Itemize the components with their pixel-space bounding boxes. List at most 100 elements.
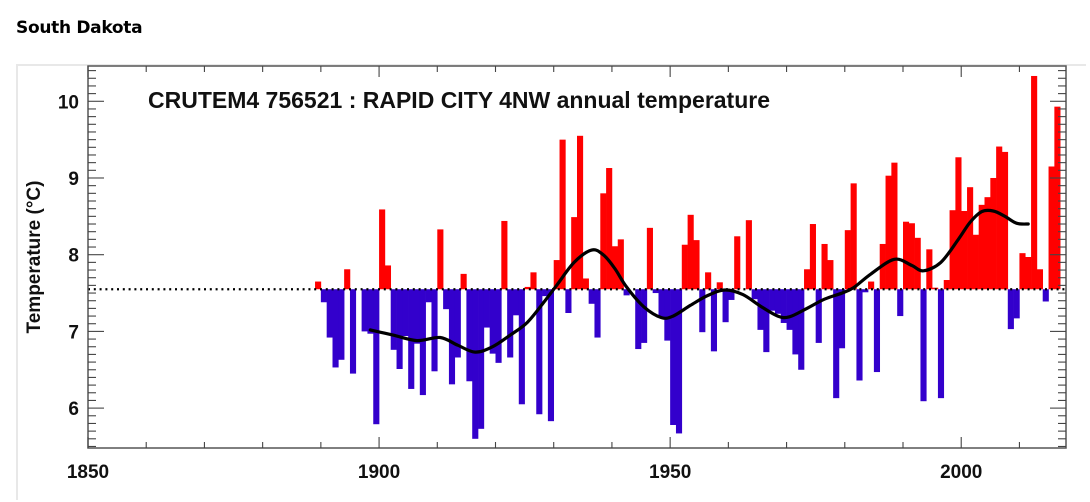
bar-1967: [769, 289, 776, 311]
y-tick-label: 10: [58, 92, 79, 113]
x-tick-label: 1850: [67, 462, 109, 483]
bar-1913: [454, 289, 461, 358]
bar-1906: [414, 289, 421, 344]
bar-1941: [617, 239, 624, 290]
bar-1996: [937, 289, 945, 399]
plot-frame: [87, 65, 1067, 449]
bar-1977: [827, 260, 834, 290]
y-tick-label: 7: [68, 322, 79, 343]
bar-1955: [699, 289, 706, 333]
bars-layer: [315, 75, 1061, 439]
bar-1891: [326, 289, 333, 338]
bar-1956: [705, 272, 712, 290]
bar-1929: [547, 289, 555, 422]
bar-2006: [996, 146, 1003, 290]
bar-1932: [565, 289, 572, 313]
bar-1957: [710, 289, 718, 352]
bar-1928: [542, 289, 549, 297]
bar-1934: [577, 135, 584, 290]
bar-1926: [530, 272, 537, 290]
bar-1911: [443, 289, 450, 310]
bar-1923: [512, 289, 520, 316]
bar-1968: [774, 289, 782, 314]
bar-1908: [425, 289, 432, 303]
bar-1992: [914, 237, 921, 290]
bar-1916: [472, 289, 479, 439]
bar-1900: [379, 209, 386, 290]
bar-1942: [623, 289, 630, 296]
bar-1985: [873, 289, 881, 373]
bar-1890: [320, 289, 327, 303]
bar-2015: [1048, 166, 1055, 290]
bar-1988: [891, 162, 898, 290]
bar-1925: [524, 286, 531, 290]
bar-1947: [652, 289, 659, 294]
bar-1971: [792, 289, 799, 355]
bar-1958: [716, 282, 723, 290]
bar-1987: [885, 175, 892, 290]
bar-2007: [1001, 151, 1009, 290]
bar-2008: [1007, 289, 1014, 330]
bar-1931: [559, 139, 566, 290]
bar-1909: [431, 289, 438, 372]
bar-1975: [815, 289, 822, 343]
bar-2001: [967, 187, 974, 290]
bar-1919: [489, 289, 496, 354]
bar-1974: [809, 224, 816, 290]
bar-1921: [501, 220, 508, 290]
y-tick-label: 6: [68, 399, 79, 420]
bar-1961: [734, 236, 741, 290]
y-axis-label: Temperature (°C): [24, 181, 45, 334]
bar-2000: [961, 210, 968, 290]
bar-1918: [483, 289, 490, 328]
bar-1917: [478, 289, 485, 429]
bar-1951: [675, 289, 683, 434]
bar-1950: [670, 289, 677, 425]
bar-1989: [897, 289, 904, 317]
bar-1938: [600, 193, 607, 290]
bar-2016: [1054, 106, 1061, 290]
bar-2004: [984, 197, 991, 290]
axes-layer: 6 7 8 9 10 1850 1900 1950 2000: [58, 65, 1067, 483]
bar-1966: [763, 289, 770, 353]
bar-1997: [943, 280, 950, 290]
bar-1897: [361, 289, 368, 332]
bar-1965: [757, 289, 764, 330]
bar-1901: [384, 265, 392, 290]
bar-1920: [495, 289, 502, 363]
bar-1937: [594, 289, 601, 338]
bar-1990: [903, 221, 910, 290]
bar-1948: [658, 289, 665, 318]
bar-1983: [862, 289, 869, 293]
bar-1895: [349, 289, 357, 374]
bar-1939: [606, 168, 613, 290]
bar-1976: [821, 243, 828, 290]
bar-1973: [804, 269, 811, 290]
bar-1927: [536, 289, 543, 415]
bar-1980: [844, 230, 851, 290]
bar-2013: [1036, 269, 1044, 290]
x-tick-label: 1950: [649, 462, 691, 483]
bar-2005: [990, 177, 997, 290]
bar-1945: [641, 289, 648, 343]
bar-2009: [1013, 289, 1020, 319]
bar-1982: [856, 289, 863, 381]
bar-1915: [466, 289, 473, 382]
bar-1979: [838, 289, 846, 349]
bar-1912: [448, 289, 456, 385]
bar-1949: [664, 289, 671, 341]
bar-1954: [693, 240, 700, 290]
figure-frame: [16, 64, 1086, 500]
bar-2010: [1019, 253, 1026, 290]
bar-1894: [344, 269, 351, 290]
y-tick-label: 9: [68, 169, 79, 190]
smoothed-line: [368, 208, 1030, 354]
bar-1969: [780, 289, 787, 323]
bar-1953: [687, 214, 694, 290]
bar-1981: [850, 183, 857, 290]
bar-1924: [518, 289, 525, 405]
bar-1907: [419, 289, 426, 396]
bar-1993: [920, 289, 927, 402]
bar-1922: [507, 289, 514, 358]
